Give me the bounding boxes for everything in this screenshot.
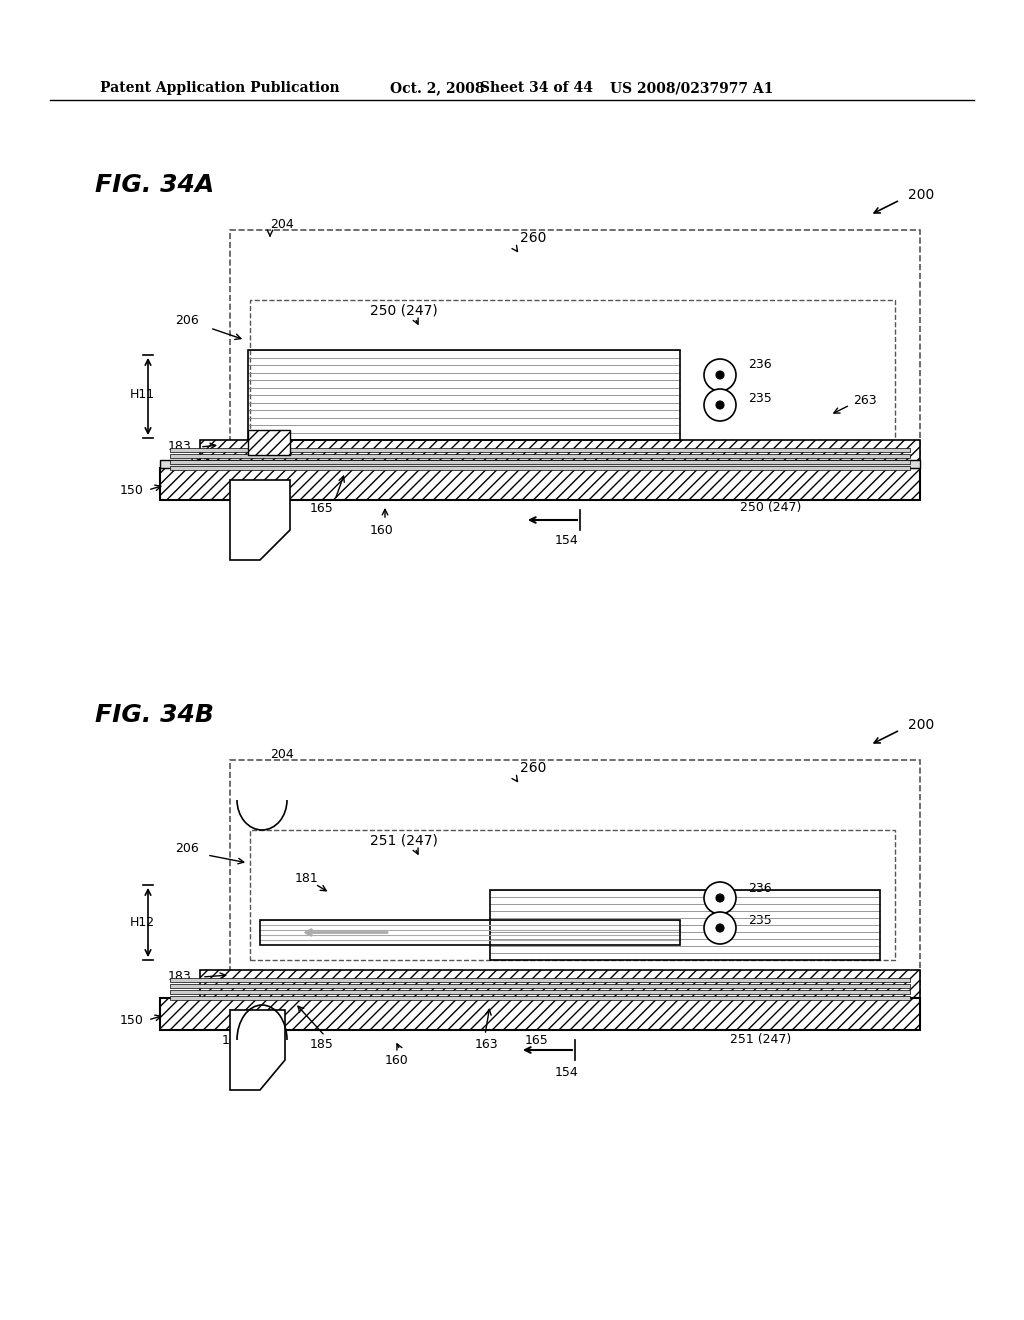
Text: 260: 260 xyxy=(520,231,547,246)
Text: Patent Application Publication: Patent Application Publication xyxy=(100,81,340,95)
Circle shape xyxy=(716,894,724,902)
Bar xyxy=(170,459,910,465)
Text: 251 (247): 251 (247) xyxy=(370,833,438,847)
Text: 236: 236 xyxy=(748,359,772,371)
Text: 206: 206 xyxy=(175,842,199,854)
Bar xyxy=(230,760,920,1020)
Bar xyxy=(248,430,290,455)
Circle shape xyxy=(705,882,736,913)
Text: 260: 260 xyxy=(520,762,547,775)
Circle shape xyxy=(705,389,736,421)
Bar xyxy=(160,469,920,500)
Bar xyxy=(250,830,895,960)
Text: 236: 236 xyxy=(748,882,772,895)
Text: 181: 181 xyxy=(295,871,318,884)
Text: Oct. 2, 2008: Oct. 2, 2008 xyxy=(390,81,484,95)
Bar xyxy=(170,454,910,458)
Bar xyxy=(160,459,920,469)
Polygon shape xyxy=(230,1010,285,1090)
Circle shape xyxy=(716,924,724,932)
Text: H12: H12 xyxy=(130,916,155,928)
Text: 163: 163 xyxy=(475,1038,499,1051)
Text: 200: 200 xyxy=(908,718,934,733)
Bar xyxy=(230,230,920,490)
Bar xyxy=(490,890,880,960)
Text: US 2008/0237977 A1: US 2008/0237977 A1 xyxy=(610,81,773,95)
Text: 183: 183 xyxy=(168,970,191,983)
Text: 150: 150 xyxy=(120,483,144,496)
Circle shape xyxy=(705,359,736,391)
Text: 235: 235 xyxy=(748,913,772,927)
Text: FIG. 34A: FIG. 34A xyxy=(95,173,214,197)
Bar xyxy=(170,978,910,982)
Text: 165: 165 xyxy=(310,502,334,515)
Text: Sheet 34 of 44: Sheet 34 of 44 xyxy=(480,81,593,95)
Bar xyxy=(170,997,910,1001)
Text: H11: H11 xyxy=(130,388,155,401)
Bar xyxy=(170,447,910,451)
Text: 185: 185 xyxy=(188,454,212,466)
Polygon shape xyxy=(230,480,290,560)
Bar xyxy=(260,920,680,945)
Bar xyxy=(200,440,920,470)
Bar xyxy=(200,970,920,1001)
Text: 250 (247): 250 (247) xyxy=(740,502,802,515)
Text: 165: 165 xyxy=(525,1034,549,1047)
Bar xyxy=(160,998,920,1030)
Text: 185: 185 xyxy=(310,1039,334,1052)
Bar xyxy=(170,466,910,470)
Text: 160: 160 xyxy=(370,524,394,536)
Text: 154: 154 xyxy=(555,533,579,546)
Text: 200: 200 xyxy=(908,187,934,202)
Text: 183: 183 xyxy=(168,441,191,454)
Text: 160: 160 xyxy=(385,1053,409,1067)
Text: 206: 206 xyxy=(175,314,199,326)
Text: 250 (247): 250 (247) xyxy=(370,304,437,317)
Bar xyxy=(170,990,910,994)
Text: 204: 204 xyxy=(270,748,294,762)
Circle shape xyxy=(716,371,724,379)
Bar xyxy=(248,350,680,440)
Text: FIG. 34B: FIG. 34B xyxy=(95,704,214,727)
Text: 164: 164 xyxy=(230,502,254,515)
Text: 235: 235 xyxy=(748,392,772,404)
Bar xyxy=(170,983,910,987)
Text: 164: 164 xyxy=(222,1034,246,1047)
Text: 263: 263 xyxy=(853,393,877,407)
Text: 154: 154 xyxy=(555,1065,579,1078)
Text: 150: 150 xyxy=(120,1014,144,1027)
Circle shape xyxy=(716,401,724,409)
Text: 204: 204 xyxy=(270,219,294,231)
Circle shape xyxy=(705,912,736,944)
Text: 251 (247): 251 (247) xyxy=(730,1034,792,1047)
Bar xyxy=(250,300,895,440)
